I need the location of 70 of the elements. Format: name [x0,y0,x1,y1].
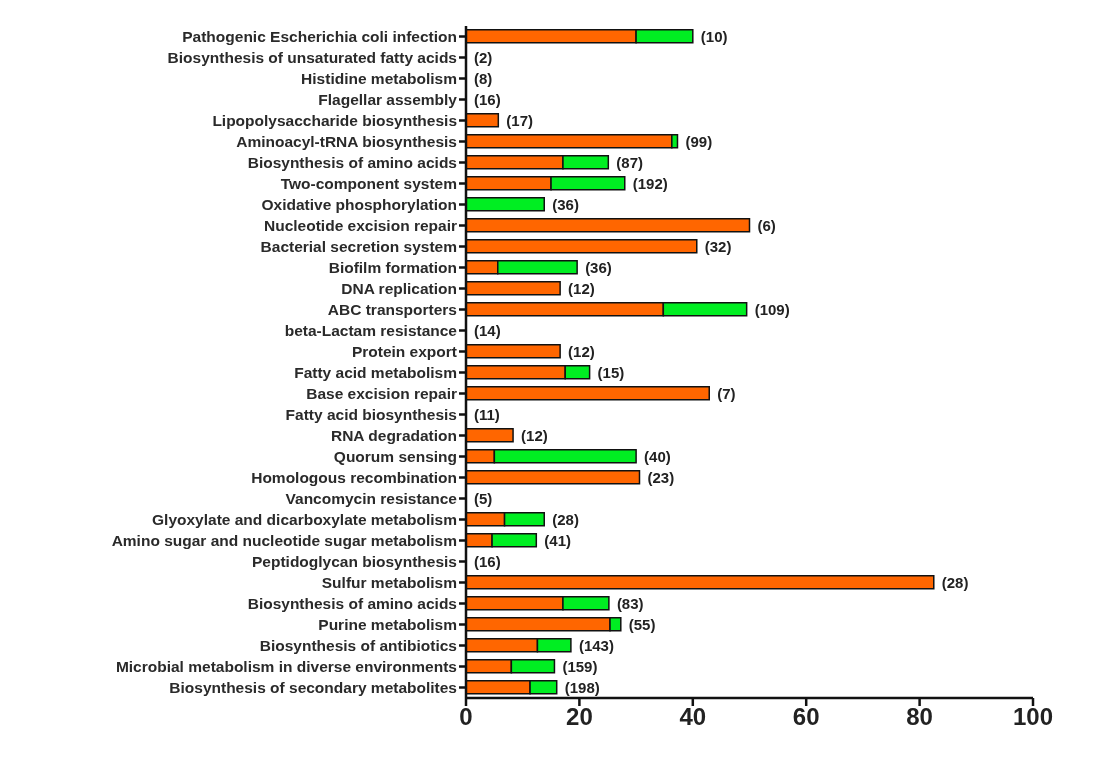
annotation: (12) [521,426,548,444]
annotation: (198) [564,678,600,696]
annotation: (6) [757,216,776,234]
annotation: (28) [552,510,579,528]
annotation: (11) [474,405,500,423]
annotation: (32) [704,237,732,255]
annotation: (159) [562,657,598,675]
x-tick-label: 0 [459,703,473,731]
y-tick-label: DNA replication [341,280,457,297]
y-tick-label: Aminoacyl-tRNA biosynthesis [236,133,457,150]
y-tick-label: Pathogenic Escherichia coli infection [182,28,457,45]
annotation: (83) [616,594,644,612]
annotation: (192) [632,174,668,192]
y-tick-label: Vancomycin resistance [285,490,458,507]
annotation: (143) [578,636,614,654]
annotation: (109) [754,300,790,318]
x-tick-label: 60 [792,703,820,731]
y-tick-label: Sulfur metabolism [321,574,457,591]
annotation: (41) [544,531,571,549]
y-tick-label: Peptidoglycan biosynthesis [252,553,457,570]
y-tick-label: Fatty acid metabolism [294,364,457,381]
annotation: (5) [474,489,493,507]
y-tick-label: Biosynthesis of amino acids [247,154,457,171]
annotation: (87) [616,153,643,171]
y-tick-label: Histidine metabolism [301,70,457,87]
y-tick-label: RNA degradation [330,427,457,444]
annotation: (55) [628,615,656,633]
annotation: (36) [585,258,612,276]
annotation: (12) [568,279,595,297]
annotation: (8) [474,69,493,87]
annotation: (17) [506,111,534,129]
annotation: (16) [474,552,501,570]
annotation: (7) [717,384,736,402]
y-tick-label: Microbial metabolism in diverse environments [115,658,457,675]
y-tick-label: Biosynthesis of unsaturated fatty acids [167,49,457,66]
y-tick-label: Base excision repair [306,385,457,402]
annotation: (23) [647,468,675,486]
y-tick-label: ABC transporters [327,301,457,318]
y-tick-label: Bacterial secretion system [260,238,457,255]
annotation: (99) [685,132,713,150]
annotation: (36) [552,195,579,213]
y-tick-label: Biosynthesis of secondary metabolites [169,679,457,696]
x-tick-label: 100 [1012,703,1054,731]
y-tick-label: Biosynthesis of amino acids [247,595,457,612]
y-tick-label: Quorum sensing [333,448,457,465]
y-tick-label: Oxidative phosphorylation [261,196,457,213]
annotation: (12) [568,342,595,360]
annotation: (10) [700,27,728,45]
y-tick-label: Nucleotide excision repair [264,217,457,234]
annotation: (14) [474,321,501,339]
y-tick-label: Lipopolysaccharide biosynthesis [212,112,457,129]
y-tick-label: beta-Lactam resistance [284,322,458,339]
y-tick-label: Amino sugar and nucleotide sugar metabolism [111,532,457,549]
annotation: (2) [474,48,493,66]
y-tick-label: Biofilm formation [328,259,457,276]
y-tick-label: Fatty acid biosynthesis [285,406,457,423]
y-tick-label: Two-component system [280,175,457,192]
annotation: (40) [644,447,671,465]
y-tick-label: Homologous recombination [251,469,457,486]
annotation: (16) [474,90,501,108]
annotation: (28) [941,573,969,591]
annotation: (15) [597,363,625,381]
y-tick-label: Purine metabolism [318,616,457,633]
x-tick-label: 20 [566,703,593,731]
x-tick-label: 40 [679,703,707,731]
x-tick-label: 80 [906,703,933,731]
y-tick-label: Glyoxylate and dicarboxylate metabolism [152,511,457,528]
y-tick-label: Flagellar assembly [318,91,458,108]
y-tick-label: Biosynthesis of antibiotics [259,637,457,654]
y-tick-label: Protein export [351,343,457,360]
